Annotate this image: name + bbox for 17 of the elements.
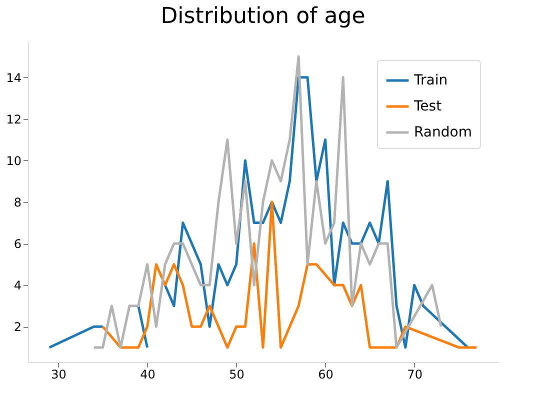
x-tick-label: 60 (318, 368, 334, 382)
y-tick-label: 2 (14, 320, 22, 334)
x-tick-label: 70 (407, 368, 422, 382)
x-tick-label: 50 (229, 368, 244, 382)
line-series (102, 200, 478, 349)
legend-label: Test (413, 98, 442, 114)
y-tick-label: 12 (6, 112, 22, 126)
legend-label: Train (413, 72, 448, 88)
y-tick-label: 10 (6, 154, 22, 168)
y-tick-label: 14 (6, 70, 22, 85)
y-tick-label: 8 (14, 196, 22, 210)
y-tick-label: 4 (14, 278, 22, 293)
chart-title: Distribution of age (160, 4, 366, 29)
y-tick-label: 6 (14, 237, 22, 252)
legend-label: Random (414, 124, 472, 140)
x-tick-label: 30 (51, 368, 66, 382)
x-tick-label: 40 (140, 368, 156, 382)
